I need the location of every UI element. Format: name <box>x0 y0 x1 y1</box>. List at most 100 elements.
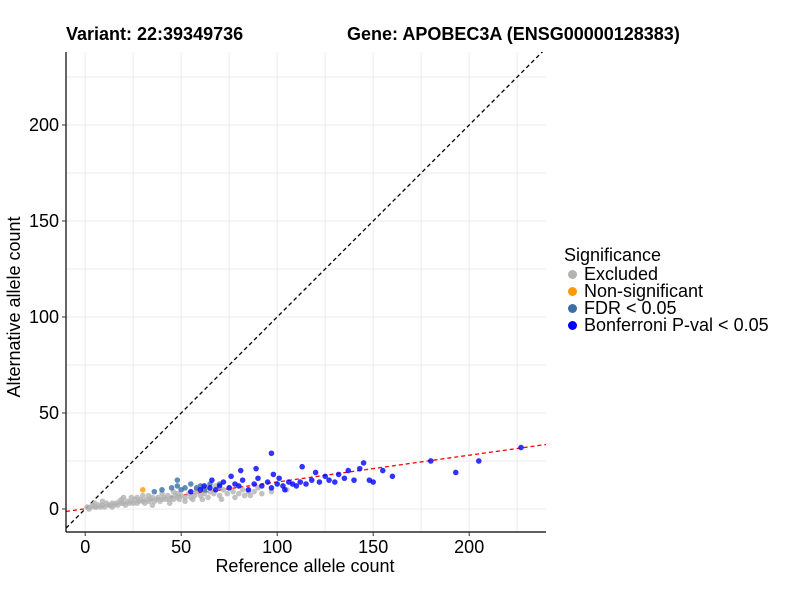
point-fdr-0-05 <box>159 486 165 493</box>
point-bonferroni-p-val-0-05 <box>341 475 348 482</box>
point-excluded <box>134 494 140 501</box>
point-bonferroni-p-val-0-05 <box>197 486 204 493</box>
point-bonferroni-p-val-0-05 <box>370 479 377 485</box>
point-excluded <box>109 504 115 510</box>
legend-item-fdr: FDR < 0.05 <box>564 298 769 318</box>
x-tick-label: 100 <box>262 537 292 557</box>
point-excluded <box>220 486 227 493</box>
point-fdr-0-05 <box>174 477 181 483</box>
point-excluded <box>140 492 146 499</box>
y-tick-label: 0 <box>49 499 59 519</box>
point-fdr-0-05 <box>174 483 181 489</box>
gene-title: Gene: APOBEC3A (ENSG00000128383) <box>347 24 680 44</box>
point-bonferroni-p-val-0-05 <box>228 473 234 480</box>
point-excluded <box>224 490 231 497</box>
legend-key-excluded <box>568 270 577 279</box>
point-bonferroni-p-val-0-05 <box>251 481 257 487</box>
point-bonferroni-p-val-0-05 <box>237 467 244 474</box>
legend-item-excluded: Excluded <box>564 264 769 284</box>
point-fdr-0-05 <box>182 485 188 491</box>
x-tick-label: 50 <box>171 537 191 557</box>
point-bonferroni-p-val-0-05 <box>316 479 323 485</box>
point-excluded <box>236 490 242 497</box>
point-excluded <box>145 492 152 499</box>
point-excluded <box>232 494 238 501</box>
point-excluded <box>166 500 173 507</box>
point-bonferroni-p-val-0-05 <box>332 479 338 485</box>
x-tick-label: 0 <box>80 537 90 557</box>
legend-title: Significance <box>564 245 662 265</box>
point-bonferroni-p-val-0-05 <box>335 471 342 478</box>
point-bonferroni-p-val-0-05 <box>264 479 271 485</box>
point-bonferroni-p-val-0-05 <box>201 483 208 489</box>
point-bonferroni-p-val-0-05 <box>239 477 246 483</box>
point-bonferroni-p-val-0-05 <box>255 475 261 482</box>
y-tick-label: 50 <box>39 403 59 423</box>
point-excluded <box>182 494 188 501</box>
identity-line <box>66 52 544 529</box>
legend-label-non-significant: Non-significant <box>584 281 704 301</box>
y-axis-title: Alternative allele count <box>4 216 24 397</box>
point-bonferroni-p-val-0-05 <box>351 477 357 483</box>
point-excluded <box>218 496 225 503</box>
variant-title: Variant: 22:39349736 <box>66 24 244 44</box>
x-tick-label: 150 <box>358 537 388 557</box>
point-bonferroni-p-val-0-05 <box>259 483 265 489</box>
point-bonferroni-p-val-0-05 <box>216 483 223 489</box>
point-excluded <box>128 494 135 501</box>
legend-label-excluded: Excluded <box>584 264 659 284</box>
grid-lines <box>66 52 546 532</box>
point-fdr-0-05 <box>168 485 175 491</box>
point-bonferroni-p-val-0-05 <box>303 481 309 487</box>
x-axis-title: Reference allele count <box>215 556 394 576</box>
point-excluded <box>99 498 106 505</box>
legend: Significance Excluded Non-significant FD… <box>564 244 769 334</box>
legend-label-bonferroni: Bonferroni P-val < 0.05 <box>584 315 769 335</box>
legend-item-bonferroni: Bonferroni P-val < 0.05 <box>564 315 769 335</box>
legend-key-fdr <box>568 304 577 313</box>
legend-key-non-significant <box>568 287 577 296</box>
point-bonferroni-p-val-0-05 <box>518 444 524 451</box>
point-bonferroni-p-val-0-05 <box>428 458 434 464</box>
point-bonferroni-p-val-0-05 <box>326 477 332 483</box>
point-bonferroni-p-val-0-05 <box>345 467 352 474</box>
point-excluded <box>182 498 188 505</box>
point-excluded <box>201 490 208 497</box>
point-bonferroni-p-val-0-05 <box>236 483 242 489</box>
point-bonferroni-p-val-0-05 <box>268 485 275 491</box>
point-bonferroni-p-val-0-05 <box>188 488 194 495</box>
point-excluded <box>174 490 181 497</box>
point-bonferroni-p-val-0-05 <box>297 479 304 485</box>
point-excluded <box>149 502 156 508</box>
point-bonferroni-p-val-0-05 <box>274 481 281 487</box>
point-non-significant <box>140 486 146 493</box>
point-bonferroni-p-val-0-05 <box>207 485 213 491</box>
point-bonferroni-p-val-0-05 <box>356 465 363 472</box>
y-tick-label: 150 <box>29 211 59 231</box>
point-excluded <box>251 488 257 495</box>
point-excluded <box>92 500 98 507</box>
point-excluded <box>199 496 206 503</box>
point-excluded <box>259 490 265 497</box>
point-bonferroni-p-val-0-05 <box>476 458 482 464</box>
point-bonferroni-p-val-0-05 <box>389 473 396 480</box>
point-bonferroni-p-val-0-05 <box>268 450 275 457</box>
point-excluded <box>268 488 275 495</box>
point-bonferroni-p-val-0-05 <box>209 477 215 483</box>
point-excluded <box>247 492 254 499</box>
point-bonferroni-p-val-0-05 <box>299 463 305 470</box>
point-bonferroni-p-val-0-05 <box>226 485 232 491</box>
point-bonferroni-p-val-0-05 <box>360 460 367 466</box>
point-excluded <box>189 496 196 503</box>
y-tick-label: 100 <box>29 307 59 327</box>
point-bonferroni-p-val-0-05 <box>212 486 219 493</box>
x-tick-label: 200 <box>454 537 484 557</box>
point-fdr-0-05 <box>151 488 158 495</box>
point-bonferroni-p-val-0-05 <box>452 469 459 476</box>
point-bonferroni-p-val-0-05 <box>245 486 252 493</box>
legend-label-fdr: FDR < 0.05 <box>584 298 677 318</box>
point-bonferroni-p-val-0-05 <box>322 473 329 480</box>
point-bonferroni-p-val-0-05 <box>253 465 259 472</box>
point-excluded <box>120 494 127 501</box>
